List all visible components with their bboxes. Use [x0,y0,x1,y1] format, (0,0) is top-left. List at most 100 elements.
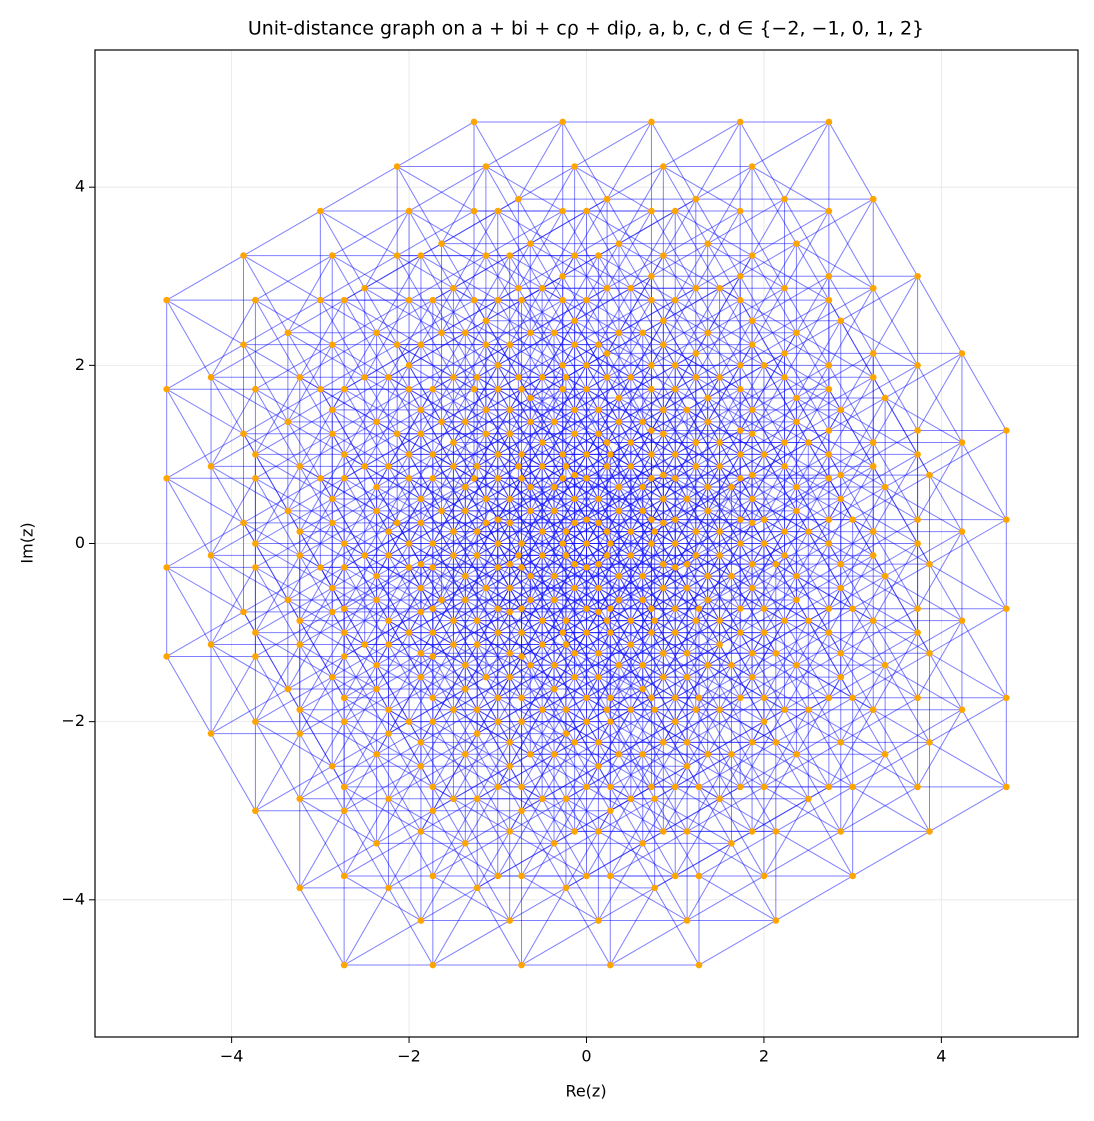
point [760,605,768,613]
edge [828,276,874,354]
edge [651,388,697,467]
edge [497,519,575,565]
edge [287,688,333,767]
point [538,284,546,292]
point [284,507,292,515]
edge [320,210,398,257]
point [869,617,877,624]
edge [254,810,301,889]
point [781,552,788,559]
edge [562,466,608,544]
edge [364,465,442,512]
point [760,872,768,880]
point [429,807,437,815]
point [317,474,324,482]
edge [485,320,563,366]
point [825,427,833,434]
edge [299,620,377,666]
edge [485,210,563,257]
edge [166,477,244,524]
edge [509,676,555,755]
point [914,427,921,434]
edge [610,875,688,921]
point [373,661,380,669]
edge [331,566,410,613]
point [639,507,647,515]
edge [476,887,522,966]
edge [707,555,785,601]
edge [872,377,919,455]
point [772,649,780,657]
point [648,516,655,523]
point [550,483,558,491]
edge [784,478,830,556]
edge [606,709,652,788]
edge [917,442,963,520]
point [748,828,756,835]
point [518,540,525,547]
point [603,350,611,357]
point [606,629,614,636]
edge [574,652,652,699]
point [651,617,658,624]
point [692,439,700,446]
edge [376,664,454,711]
edge [320,255,398,301]
point [373,329,380,337]
point [606,694,614,702]
point [518,807,525,815]
point [595,762,602,770]
edge [553,843,599,921]
point [538,617,546,624]
edge [396,121,475,167]
point [781,439,788,446]
edge [784,388,830,467]
point [639,418,647,426]
edge [586,478,632,556]
edge [739,198,785,277]
point [804,528,812,535]
point [494,385,502,393]
point [671,451,679,458]
edge [739,276,785,354]
edge [606,555,652,633]
edge [396,477,475,524]
point [760,718,768,725]
edge [586,786,664,832]
point [296,373,304,381]
point [825,451,833,458]
point [473,641,481,648]
point [163,385,170,393]
edge [408,453,487,500]
edge [686,830,765,877]
point [538,439,546,446]
edge [751,632,830,678]
edge [651,198,697,277]
point [240,252,247,259]
point [373,596,380,604]
point [550,661,558,669]
point [340,807,348,815]
edge [562,198,608,277]
edge [452,721,499,800]
edge [420,563,499,610]
edge [586,388,632,467]
point [340,605,348,613]
edge [408,478,454,556]
edge [521,875,599,921]
point [736,516,744,523]
point [417,406,425,414]
edge [840,754,886,832]
point [869,528,877,535]
point [385,795,392,803]
point [837,828,845,835]
point [736,605,744,613]
edge [364,287,442,334]
point [385,730,392,737]
point [716,439,723,446]
edge [287,332,365,378]
point [869,373,877,381]
point [736,427,744,434]
edge [872,287,919,366]
edge [210,555,289,601]
